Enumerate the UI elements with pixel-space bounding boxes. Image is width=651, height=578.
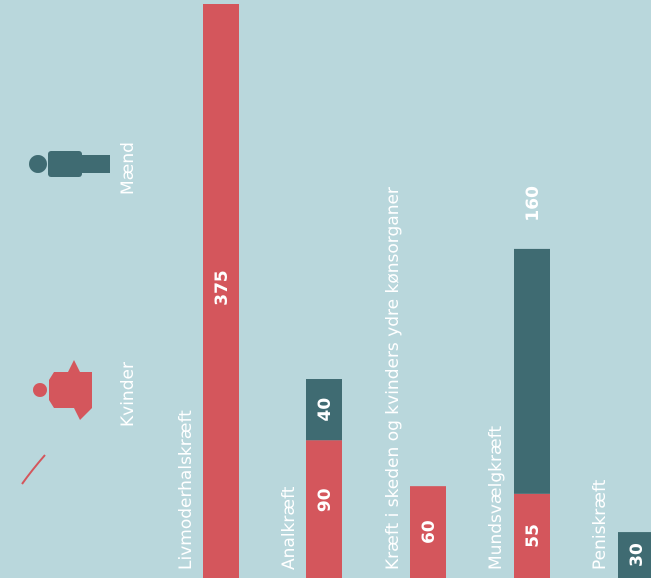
data-label-kvinder-1: 90 [315,488,335,512]
category-label-0: Livmoderhalskræft [176,410,196,570]
category-label-1: Analkræft [279,486,299,570]
decorative-stroke [21,454,46,485]
data-label-maend-3: 160 [523,186,543,222]
bar-maend-4 [618,532,651,578]
bar-maend-3 [514,248,550,494]
data-label-maend-1: 40 [315,398,335,422]
bar-kvinder-1 [306,440,342,578]
data-label-maend-4: 30 [627,543,647,567]
category-label-3: Mundsvælgkræft [486,426,506,570]
bar-maend-1 [306,379,342,441]
category-labels: Livmoderhalskræft Analkræft Kræft i skeden… [176,187,610,570]
bars-group: 375 90 40 60 55 160 30 [203,4,651,578]
data-label-kvinder-2: 60 [419,520,439,544]
bar-kvinder-3 [514,493,550,578]
category-label-4: Peniskræft [590,479,610,570]
data-label-kvinder-3: 55 [523,524,543,548]
male-figure-icon [29,151,110,177]
legend-label-kvinder: Kvinder [118,362,138,427]
data-label-kvinder-0: 375 [212,270,232,306]
bar-kvinder-2 [410,486,446,578]
category-label-2: Kræft i skeden og kvinders ydre kønsorga… [383,187,403,570]
female-figure-icon [33,360,92,420]
bar-kvinder-0 [203,4,239,578]
legend-label-maend: Mænd [118,142,138,195]
